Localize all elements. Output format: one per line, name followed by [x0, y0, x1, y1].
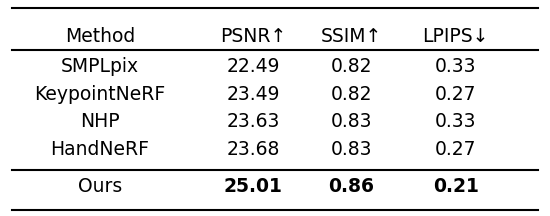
- Text: 23.63: 23.63: [227, 112, 280, 131]
- Text: 0.33: 0.33: [435, 112, 476, 131]
- Text: 0.27: 0.27: [435, 85, 476, 104]
- Text: LPIPS↓: LPIPS↓: [422, 27, 489, 46]
- Text: 23.49: 23.49: [227, 85, 280, 104]
- Text: SSIM↑: SSIM↑: [321, 27, 382, 46]
- Text: 0.82: 0.82: [331, 85, 372, 104]
- Text: 0.82: 0.82: [331, 57, 372, 76]
- Text: KeypointNeRF: KeypointNeRF: [34, 85, 166, 104]
- Text: SMPLpix: SMPLpix: [61, 57, 139, 76]
- Text: PSNR↑: PSNR↑: [220, 27, 286, 46]
- Text: 25.01: 25.01: [224, 177, 283, 196]
- Text: 0.21: 0.21: [433, 177, 478, 196]
- Text: NHP: NHP: [80, 112, 120, 131]
- Text: HandNeRF: HandNeRF: [51, 140, 150, 159]
- Text: 0.83: 0.83: [331, 112, 372, 131]
- Text: Method: Method: [65, 27, 135, 46]
- Text: 23.68: 23.68: [227, 140, 280, 159]
- Text: 22.49: 22.49: [227, 57, 280, 76]
- Text: Ours: Ours: [78, 177, 122, 196]
- Text: 0.83: 0.83: [331, 140, 372, 159]
- Text: 0.27: 0.27: [435, 140, 476, 159]
- Text: 0.33: 0.33: [435, 57, 476, 76]
- Text: 0.86: 0.86: [328, 177, 375, 196]
